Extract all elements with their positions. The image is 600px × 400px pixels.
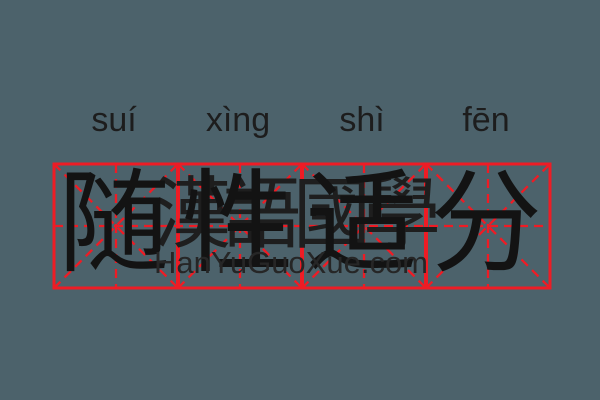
grid-cell-borders — [52, 162, 552, 290]
hanzi-row: 随 性 适 分 — [52, 163, 548, 287]
hanzi-character-2: 性 — [182, 163, 294, 287]
pinyin-syllable-4: fēn — [462, 101, 510, 139]
pinyin-syllable-2: xìng — [205, 101, 271, 139]
pinyin-syllable-3: shì — [339, 101, 385, 139]
watermark-site-url: HanYuGuoXue.com — [154, 245, 429, 280]
pinyin-syllable-1: suí — [91, 101, 137, 139]
pinyin-row: suí xìng shì fēn — [52, 99, 548, 141]
tianzige-grid — [52, 162, 552, 290]
hanzi-character-4: 分 — [430, 163, 542, 287]
hanzi-character-1: 随 — [58, 163, 170, 287]
hanzi-character-3: 适 — [306, 163, 418, 287]
watermark-site-name: 漢語國學 — [153, 171, 441, 258]
